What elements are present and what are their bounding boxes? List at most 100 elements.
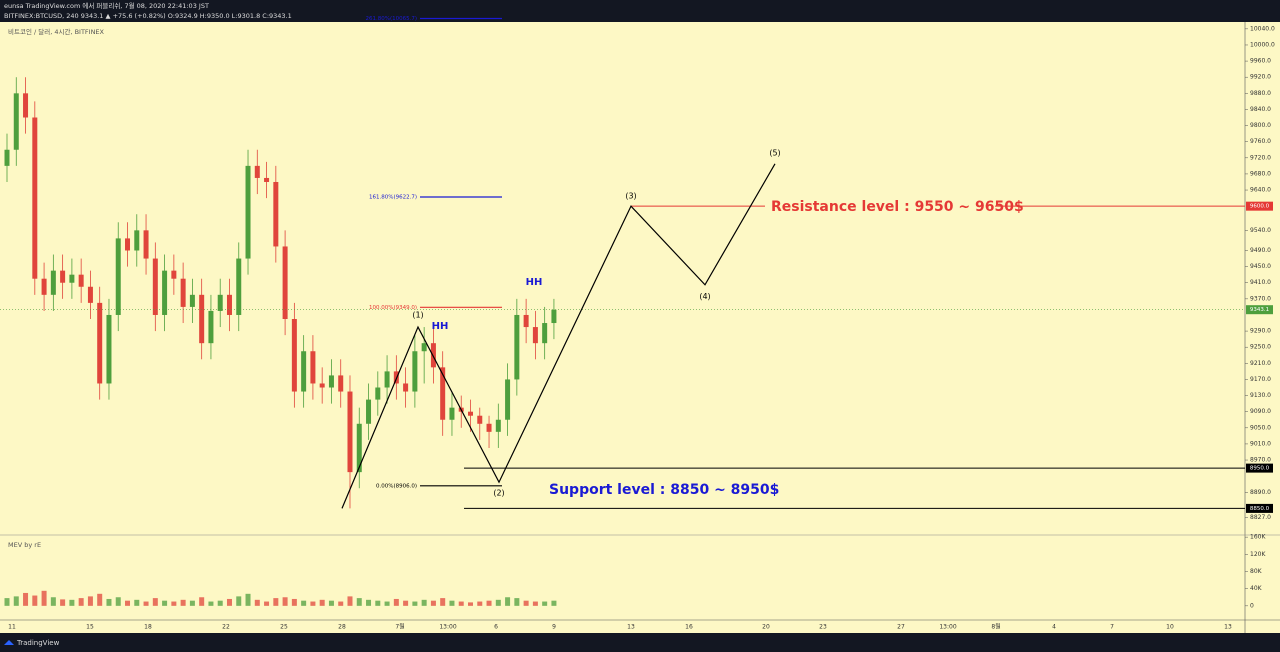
volume-bar [69,599,75,606]
candle-body [152,258,158,315]
volume-bar [13,596,19,606]
y-tick-label: 9090.0 [1250,408,1271,415]
candle-body [477,415,483,424]
logo [4,640,14,645]
candle-body [78,274,84,287]
wave-label: (1) [412,311,423,320]
y-tick-label: 9130.0 [1250,392,1271,399]
volume-bar [236,596,242,606]
candle-body [236,258,242,315]
candle-body [505,379,511,420]
candle-body [440,367,446,420]
x-tick-label: 15 [86,624,94,631]
x-tick-label: 7월 [395,623,404,631]
y-tick-label: 120K [1250,551,1266,558]
volume-bar [162,600,168,606]
volume-bar [41,590,47,606]
candle-body [245,165,251,259]
candle-body [87,286,93,303]
volume-bar [199,597,205,606]
volume-bar [542,601,548,606]
x-tick-label: 25 [280,624,288,631]
candle-body [486,423,492,432]
volume-bar [403,600,409,606]
x-tick-label: 13 [627,624,635,631]
volume-bar [347,596,353,606]
fib-label: 161.80%(9622.7) [369,195,417,201]
volume-bar [115,597,121,606]
x-tick-label: 18 [144,624,152,631]
price-tag [1246,305,1273,315]
fib-label: 100.00%(9349.0) [369,305,417,311]
y-tick-label: 9720.0 [1250,154,1271,161]
volume-bar [514,598,520,606]
y-tick-label: 9410.0 [1250,279,1271,286]
y-tick-label: 9960.0 [1250,58,1271,65]
candle-body [328,375,334,388]
volume-bar [97,593,103,606]
footer-brand: TradingView [16,639,60,647]
x-tick-label: 13 [1224,624,1232,631]
x-tick-label: 6 [494,624,498,631]
y-tick-label: 9920.0 [1250,74,1271,81]
candle-body [384,371,390,388]
candle-body [97,302,103,384]
candle-body [366,399,372,424]
y-tick-label: 9540.0 [1250,227,1271,234]
volume-bar [180,599,186,606]
volume-bar [254,599,260,606]
y-tick-label: 160K [1250,534,1266,541]
volume-bar [468,602,473,606]
y-tick-label: 9800.0 [1250,122,1271,129]
volume-bar [486,600,492,606]
candle-body [23,93,29,118]
volume-bar [551,600,557,606]
volume-bar [384,601,390,606]
y-tick-label: 9640.0 [1250,187,1271,194]
x-tick-label: 8월 [991,623,1000,631]
volume-bar [291,598,297,606]
x-tick-label: 20 [762,624,770,631]
price-tag [1246,463,1273,473]
volume-bar [495,599,501,606]
resistance-label: Resistance level : 9550 ~ 9650$ [771,199,1024,215]
volume-bar [366,599,372,606]
candle-body [421,343,427,352]
volume-title: MEV by rE [8,541,41,549]
volume-bar [125,600,131,606]
volume-bar [32,595,38,606]
candle-body [264,177,270,182]
candle-body [226,294,232,315]
support-label: Support level : 8850 ~ 8950$ [549,482,779,498]
volume-bar [301,600,307,606]
volume-bar [532,601,538,606]
volume-bar [375,600,381,606]
volume-bar [440,598,446,606]
candle-body [523,314,529,328]
volume-bar [421,599,427,606]
header-line: BITFINEX:BTCUSD, 240 9343.1 ▲ +75.6 (+0.… [4,12,292,20]
volume-bar [189,600,195,606]
x-tick-label: 28 [338,624,346,631]
y-tick-label: 9880.0 [1250,90,1271,97]
y-tick-label: 80K [1250,568,1263,575]
header-line: eunsa TradingView.com 에서 퍼블리쉬, 7월 08, 20… [4,1,209,10]
volume-bar [87,596,93,606]
candle-body [403,383,409,392]
volume-bar [273,598,279,606]
wave-label: (4) [699,292,710,301]
candle-body [13,93,19,150]
volume-bar [458,601,464,606]
candle-body [532,327,538,344]
x-tick-label: 13:00 [439,624,456,631]
y-tick-label: 8970.0 [1250,457,1271,464]
y-tick-label: 9840.0 [1250,106,1271,113]
y-tick-label: 9680.0 [1250,170,1271,177]
volume-bar [4,598,10,606]
volume-bar [50,597,56,606]
header-bar [0,0,1280,22]
volume-bar [430,600,436,606]
volume-bar [264,601,270,606]
wave-label: (2) [493,489,504,498]
